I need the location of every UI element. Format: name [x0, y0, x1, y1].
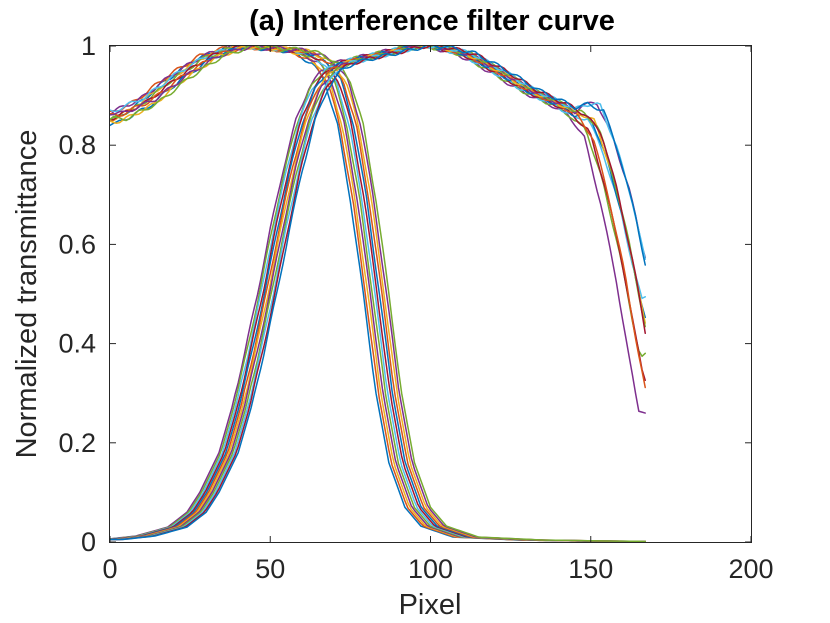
- y-tick-label: 0.6: [58, 229, 96, 259]
- series-line: [110, 45, 646, 543]
- chart-title: (a) Interference filter curve: [249, 5, 615, 37]
- axes-box: [109, 45, 752, 543]
- series-line: [110, 45, 646, 540]
- series-line: [110, 45, 646, 541]
- y-tick-label: 0.4: [58, 329, 96, 359]
- series-line: [110, 45, 646, 541]
- series-line: [110, 45, 646, 541]
- x-tick-label: 150: [568, 554, 613, 584]
- y-tick-label: 0: [81, 527, 96, 557]
- x-tick-label: 0: [102, 554, 117, 584]
- plot-area: [110, 45, 646, 543]
- series-line: [110, 45, 646, 541]
- x-axis-label: Pixel: [399, 589, 462, 621]
- series-line: [110, 45, 646, 541]
- series-line: [110, 45, 646, 540]
- y-tick-label: 1: [81, 31, 96, 61]
- y-axis: 0 0.2 0.4 0.6 0.8 1: [58, 31, 751, 557]
- series-line: [110, 45, 646, 541]
- series-line: [110, 45, 646, 540]
- y-tick-label: 0.2: [58, 428, 96, 458]
- series-line: [110, 45, 646, 543]
- y-tick-label: 0.8: [58, 130, 96, 160]
- x-tick-label: 200: [728, 554, 773, 584]
- series-line: [110, 45, 646, 541]
- series-line: [110, 45, 646, 541]
- series-line: [110, 45, 646, 541]
- x-axis: 0 50 100 150 200: [102, 46, 774, 584]
- x-tick-label: 50: [255, 554, 285, 584]
- x-tick-label: 100: [408, 554, 453, 584]
- y-axis-label: Normalized transmittance: [11, 130, 43, 459]
